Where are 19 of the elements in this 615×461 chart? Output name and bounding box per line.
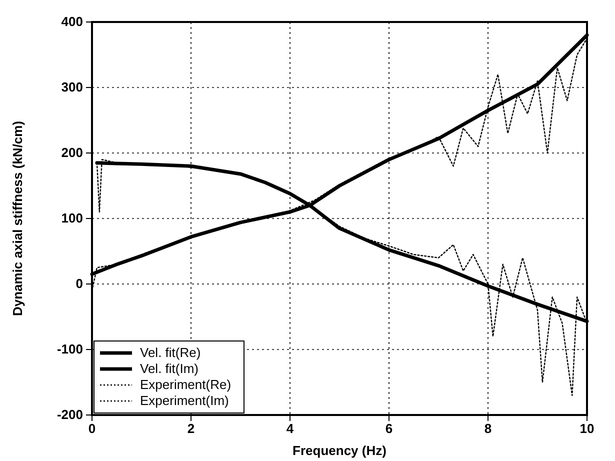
y-tick-label: -200: [56, 407, 83, 422]
y-axis-title: Dynamic axial stiffness (kN/cm): [10, 120, 25, 316]
y-tick-label: 400: [61, 14, 83, 30]
x-axis-title: Frequency (Hz): [292, 443, 386, 458]
legend-label: Experiment(Re): [140, 377, 232, 392]
y-tick-label: 200: [61, 145, 83, 160]
legend-label: Experiment(Im): [140, 393, 229, 408]
y-tick-label: -100: [56, 342, 83, 357]
x-tick-label: 2: [187, 421, 195, 436]
x-tick-label: 6: [385, 421, 393, 436]
x-tick-label: 4: [286, 421, 294, 436]
y-tick-label: 300: [61, 80, 83, 95]
x-tick-label: 0: [88, 421, 96, 436]
y-tick-label: 0: [76, 276, 83, 292]
x-tick-label: 10: [580, 421, 594, 436]
x-tick-label: 8: [484, 421, 492, 436]
y-tick-label: 100: [61, 210, 83, 226]
legend-label: Vel. fit(Im): [140, 361, 199, 376]
legend-label: Vel. fit(Re): [140, 345, 201, 360]
